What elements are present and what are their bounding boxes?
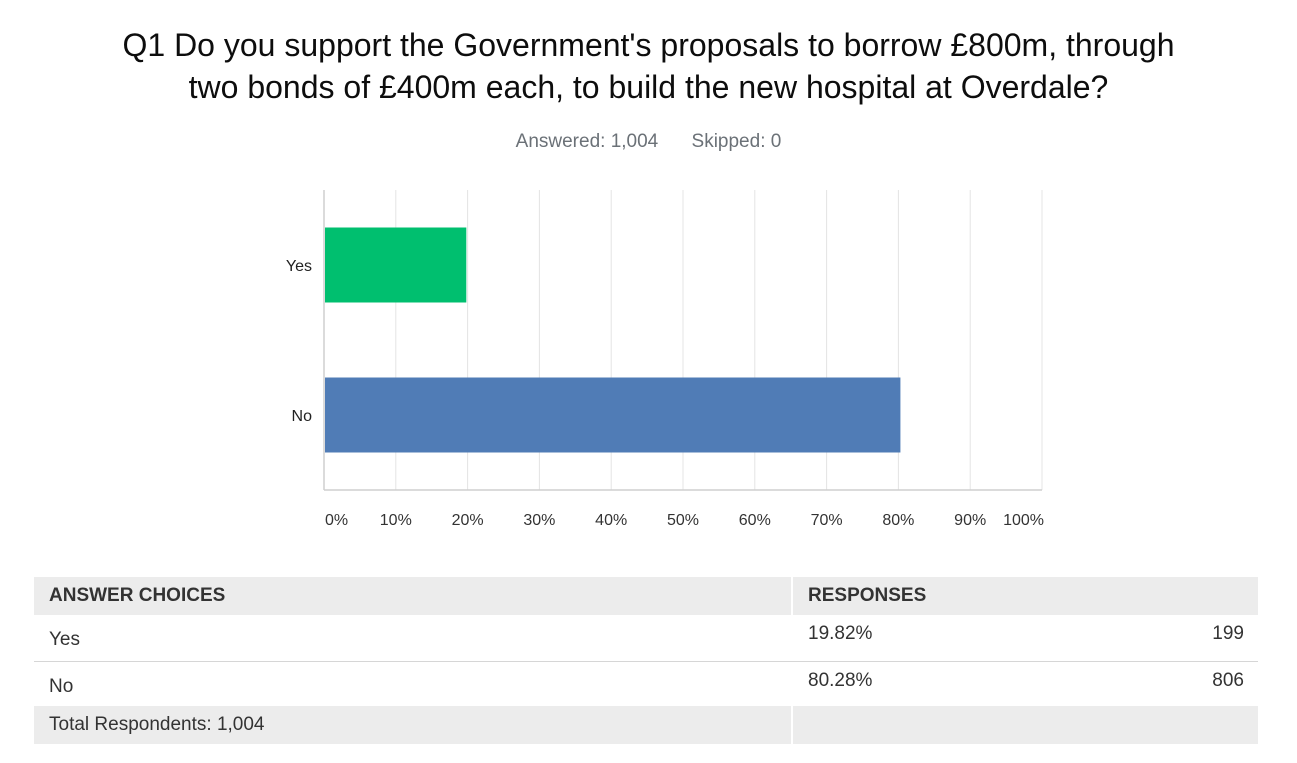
row-percent: 19.82% xyxy=(808,623,873,644)
row-choice: No xyxy=(49,676,74,697)
bar-no xyxy=(325,377,901,453)
row-response: 80.28% 806 xyxy=(793,662,1258,706)
row-count: 806 xyxy=(1212,670,1244,691)
x-tick-label: 100% xyxy=(1003,512,1044,529)
x-tick-label: 0% xyxy=(325,512,348,529)
skipped-count: Skipped: 0 xyxy=(691,131,782,152)
header-answer-choices: ANSWER CHOICES xyxy=(34,577,791,615)
x-tick-label: 90% xyxy=(954,512,986,529)
category-label: No xyxy=(292,408,313,425)
row-count: 199 xyxy=(1212,623,1244,644)
table-row: No 80.28% 806 xyxy=(34,662,1258,706)
row-percent: 80.28% xyxy=(808,670,873,691)
question-title: Q1 Do you support the Government's propo… xyxy=(0,24,1297,108)
x-tick-label: 50% xyxy=(667,512,699,529)
x-tick-label: 80% xyxy=(882,512,914,529)
total-respondents: Total Respondents: 1,004 xyxy=(34,706,791,744)
x-tick-label: 20% xyxy=(452,512,484,529)
total-empty-cell xyxy=(793,706,1258,744)
x-tick-label: 30% xyxy=(523,512,555,529)
row-response: 19.82% 199 xyxy=(793,615,1258,661)
response-summary: Answered: 1,004 Skipped: 0 xyxy=(0,131,1297,153)
header-responses: RESPONSES xyxy=(793,577,1258,615)
x-tick-label: 70% xyxy=(811,512,843,529)
x-tick-label: 60% xyxy=(739,512,771,529)
x-tick-label: 10% xyxy=(380,512,412,529)
row-choice: Yes xyxy=(49,629,80,650)
category-label: Yes xyxy=(286,258,312,275)
bar-chart: 0% 10% 20% 30% 40% 50% 60% 70% 80% 90% 100% Yes No xyxy=(286,190,1044,529)
table-row: Yes 19.82% 199 xyxy=(34,615,1258,662)
bar-yes xyxy=(325,227,467,303)
x-tick-label: 40% xyxy=(595,512,627,529)
total-row: Total Respondents: 1,004 xyxy=(34,706,1258,744)
answered-count: Answered: 1,004 xyxy=(515,131,659,152)
question-title-line-1: Q1 Do you support the Government's propo… xyxy=(122,27,1175,63)
question-title-line-2: two bonds of £400m each, to build the ne… xyxy=(188,69,1109,105)
table-header-row: ANSWER CHOICES RESPONSES xyxy=(34,577,1258,615)
